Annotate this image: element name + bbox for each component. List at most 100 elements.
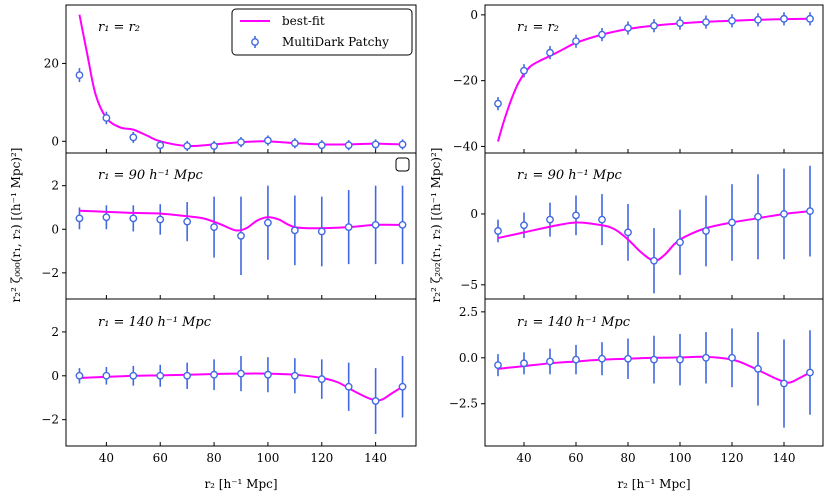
- right-panel-3-xtick-label-0: 40: [516, 451, 531, 465]
- left-panel-1-marker-12: [398, 140, 407, 149]
- left-panel-1-marker-7: [264, 136, 272, 145]
- left-column: 0 20 −2 0 2 −2 0 2 40 60 80 100 120 140 r₁ = r₂ r₁ …: [9, 4, 417, 491]
- left-panel-1-marker-2: [129, 133, 138, 142]
- right-panel-3-marker-12: [806, 368, 814, 377]
- left-panel-3-xtick-label-3: 100: [256, 451, 279, 465]
- right-panel-3-marker-11: [780, 379, 788, 388]
- left-panel-1-annotation: r₁ = r₂: [98, 20, 140, 35]
- left-panel-3-marker-9: [317, 375, 326, 383]
- legend: best-fit MultiDark Patchy: [231, 8, 413, 56]
- right-panel-3-marker-10: [754, 364, 762, 373]
- right-panel-1-marker-11: [780, 14, 788, 23]
- left-panel-3-marker-4: [183, 371, 192, 380]
- left-panel-2-marker-9: [317, 227, 326, 236]
- left-panel-2-marker-7: [264, 218, 272, 227]
- right-panel-3-marker-5: [624, 354, 632, 363]
- right-panel-3-ytick-label-1: 0.0: [459, 351, 478, 365]
- left-panel-1-marker-8: [290, 139, 299, 148]
- right-panel-1-marker-3: [572, 37, 580, 46]
- left-panel-2-marker-4: [183, 217, 192, 226]
- left-panel-3-plot: −2 0 2 40 60 80 100 120 140: [41, 325, 407, 465]
- left-panel-3-xtick-label-0: 40: [99, 451, 114, 465]
- right-panel-3-xtick-label-3: 100: [669, 451, 692, 465]
- left-panel-2-plot: −2 0 2: [41, 179, 407, 299]
- left-panel-3-marker-7: [264, 370, 272, 379]
- left-panel-3-xtick-label-5: 140: [364, 451, 387, 465]
- left-panel-3-marker-8: [290, 371, 299, 380]
- right-panel-2-marker-4: [598, 215, 606, 224]
- right-panel-1-marker-5: [624, 24, 632, 32]
- left-panel-2-marker-2: [129, 214, 138, 223]
- right-panel-2-annotation: r₁ = 90 h⁻¹ Mpc: [517, 168, 622, 183]
- small-empty-legend-box: [395, 157, 410, 172]
- right-panel-1-marker-1: [520, 66, 528, 75]
- right-panel-2-plot: −5 0: [460, 165, 814, 299]
- left-panel-1-marker-1: [102, 114, 111, 122]
- left-panel-3-marker-6: [237, 369, 245, 378]
- legend-data-swatch-marker: [251, 38, 259, 46]
- right-panel-1-ytick-label-1: −20: [453, 74, 478, 88]
- left-panel-3-marker-0: [75, 371, 84, 380]
- right-panel-3-marker-4: [598, 354, 606, 363]
- left-panel-2-fit-line: [79, 209, 403, 232]
- right-panel-1-fit-line: [497, 17, 811, 142]
- right-panel-3-marker-6: [650, 355, 658, 364]
- left-panel-2-marker-11: [371, 221, 380, 229]
- left-panel-2-marker-1: [102, 213, 111, 222]
- right-panel-2-marker-10: [754, 212, 762, 221]
- right-panel-3-xtick-label-2: 80: [620, 451, 635, 465]
- right-column: 0 −20 −40 −5 0 2.5 0.0 −2.5 40 60 80 100 120 140 r₁…: [429, 4, 824, 491]
- right-panel-1-marker-10: [754, 15, 762, 24]
- right-panel-3-xtick-label-1: 60: [568, 451, 583, 465]
- left-panel-1-ytick-label-1: 20: [44, 56, 59, 70]
- right-panel-1-marker-7: [676, 19, 684, 27]
- left-panel-3-xtick-label-4: 120: [310, 451, 333, 465]
- right-panel-1-annotation: r₁ = r₂: [517, 20, 559, 35]
- right-panel-2-marker-8: [702, 227, 710, 235]
- right-panel-1-marker-8: [702, 18, 710, 27]
- right-panel-3-xtick-label-5: 140: [773, 451, 796, 465]
- left-panel-2-marker-6: [237, 231, 245, 240]
- left-panel-3-marker-3: [156, 371, 165, 380]
- right-y-axis-label: r₂² ζ₂₀₂(r₁, r₂) [(h⁻¹ Mpc)²]: [429, 148, 443, 303]
- right-panel-3-marker-9: [728, 353, 736, 362]
- left-panel-2-annotation: r₁ = 90 h⁻¹ Mpc: [98, 168, 203, 183]
- left-panel-2-marker-8: [290, 226, 299, 235]
- left-panel-2-marker-0: [75, 214, 84, 223]
- left-panel-3-marker-5: [210, 370, 218, 379]
- left-panel-1-marker-4: [183, 142, 192, 150]
- left-panel-1-marker-3: [156, 141, 165, 150]
- right-panel-3-marker-1: [520, 359, 528, 368]
- left-panel-3-ytick-label-0: −2: [41, 413, 59, 427]
- left-x-axis-label: r₂ [h⁻¹ Mpc]: [204, 477, 277, 491]
- right-panel-1-marker-4: [598, 30, 606, 39]
- right-panel-1-marker-6: [650, 21, 658, 30]
- right-panel-3-ytick-label-2: −2.5: [449, 397, 478, 411]
- right-panel-2-marker-2: [546, 215, 554, 224]
- right-panel-1-marker-0: [494, 99, 502, 108]
- right-panel-2-marker-5: [624, 228, 632, 237]
- right-panel-2-ytick-label-0: −5: [460, 278, 478, 292]
- left-panel-3-marker-12: [398, 382, 407, 391]
- right-panel-3-marker-0: [494, 361, 502, 370]
- left-panel-3-marker-10: [344, 382, 353, 391]
- left-panel-1-marker-9: [317, 141, 326, 150]
- right-panel-2-marker-9: [728, 218, 736, 227]
- right-x-axis-label: r₂ [h⁻¹ Mpc]: [617, 477, 690, 491]
- left-panel-3-annotation: r₁ = 140 h⁻¹ Mpc: [98, 315, 212, 330]
- left-panel-3-marker-11: [371, 397, 380, 405]
- right-panel-1-plot: 0 −20 −40: [453, 8, 814, 153]
- right-panel-2-marker-1: [520, 221, 528, 230]
- right-panel-3-marker-3: [572, 355, 580, 364]
- left-panel-2-marker-10: [344, 223, 353, 231]
- legend-fit-label: best-fit: [282, 14, 325, 28]
- left-panel-2-marker-5: [210, 223, 218, 231]
- left-panel-2-marker-12: [398, 221, 407, 229]
- left-panel-3-marker-2: [129, 371, 138, 380]
- left-y-axis-label: r₂² ζ₀₀₀(r₁, r₂) [(h⁻¹ Mpc)²]: [9, 148, 23, 303]
- right-panel-1-marker-9: [728, 16, 736, 25]
- right-panel-2-marker-3: [572, 211, 580, 220]
- right-panel-1-ytick-label-2: −40: [453, 139, 478, 153]
- right-panel-3-marker-7: [676, 355, 684, 364]
